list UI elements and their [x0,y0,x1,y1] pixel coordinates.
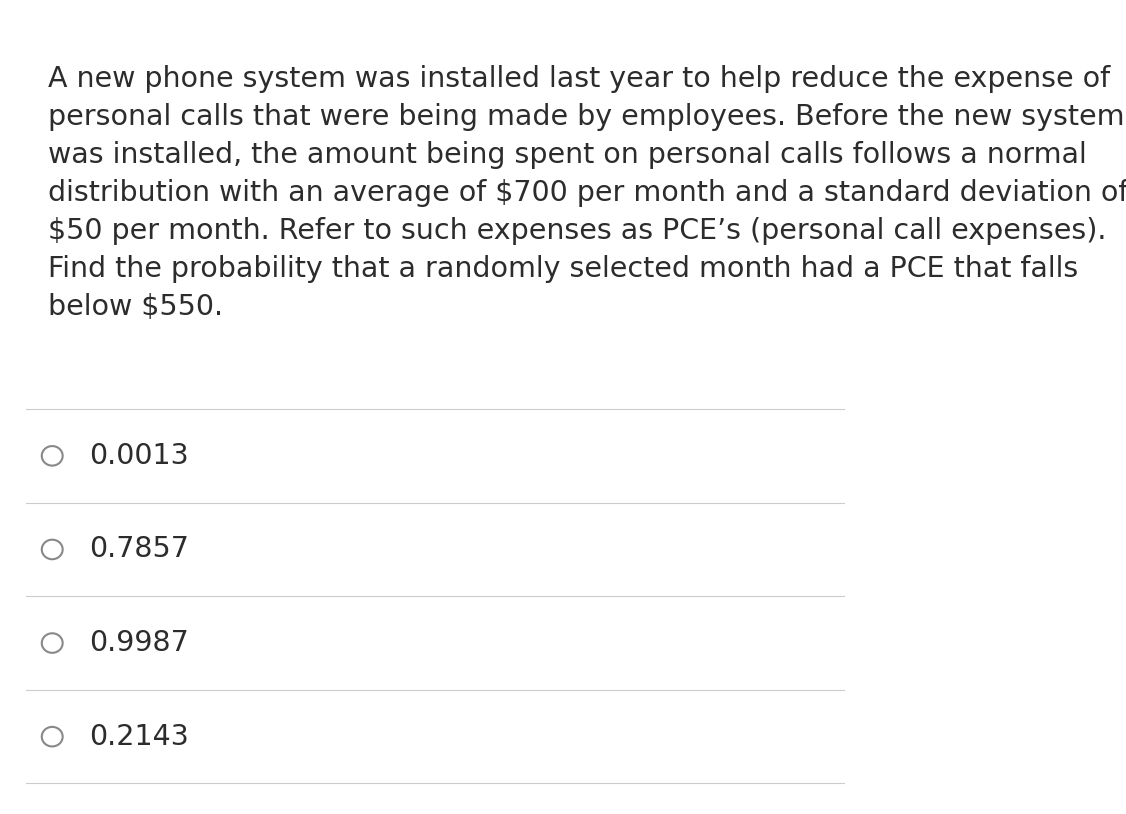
Text: 0.2143: 0.2143 [89,723,188,751]
Text: 0.9987: 0.9987 [89,629,188,657]
Text: 0.7857: 0.7857 [89,536,189,563]
Text: A new phone system was installed last year to help reduce the expense of
persona: A new phone system was installed last ye… [48,65,1126,321]
Text: 0.0013: 0.0013 [89,442,188,470]
